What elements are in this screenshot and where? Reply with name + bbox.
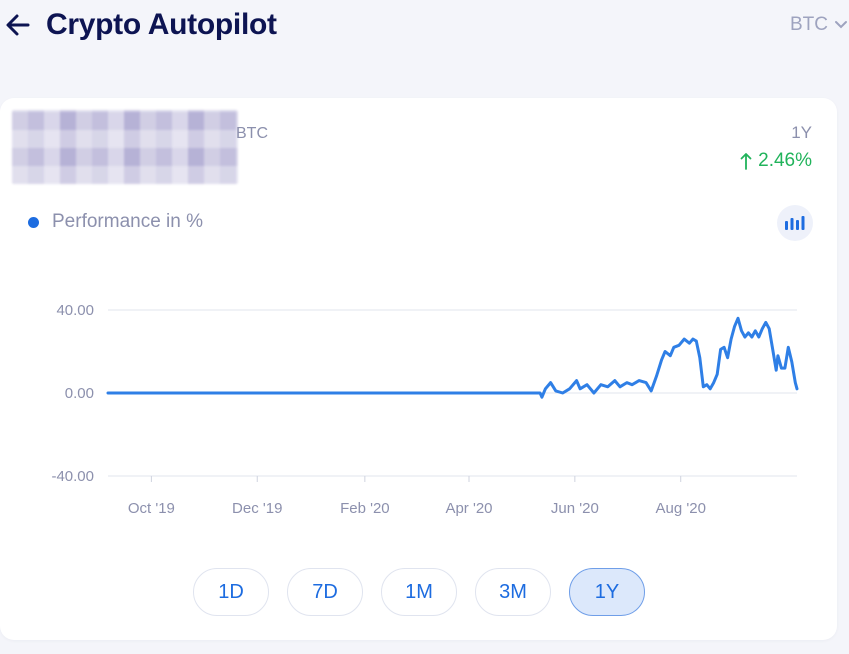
header: Crypto Autopilot BTC	[0, 0, 849, 56]
bar-chart-toggle[interactable]	[777, 205, 813, 241]
chevron-down-icon	[835, 21, 847, 29]
legend-dot	[28, 216, 39, 228]
change-value: 2.46%	[740, 150, 812, 172]
change-percent: 2.46%	[758, 150, 812, 171]
back-arrow-icon[interactable]	[4, 10, 32, 40]
performance-card	[0, 98, 837, 640]
chart-legend: Performance in %	[28, 211, 203, 233]
period-label: 1Y	[791, 123, 812, 142]
performance-line	[106, 316, 799, 399]
coin-label: BTC	[236, 125, 268, 142]
x-tick-label: Dec '19	[232, 500, 282, 517]
x-tick-label: Feb '20	[340, 500, 390, 517]
bar-chart-icon	[785, 216, 805, 230]
period-button-1d[interactable]: 1D	[193, 568, 269, 616]
x-tick-label: Aug '20	[656, 500, 706, 517]
period-selector: 1D 7D 1M 3M 1Y	[193, 568, 645, 616]
period-button-1m[interactable]: 1M	[381, 568, 457, 616]
performance-chart: 40.00 0.00 -40.00 Oct '19 Dec '19 Feb '20 Apr …	[51, 302, 799, 517]
x-tick-label: Apr '20	[445, 500, 492, 517]
x-tick-label: Jun '20	[551, 500, 599, 517]
coin-select[interactable]: BTC	[790, 14, 848, 36]
period-button-3m[interactable]: 3M	[475, 568, 551, 616]
y-tick-label: 40.00	[56, 302, 94, 319]
x-tick-label: Oct '19	[128, 500, 175, 517]
period-button-7d[interactable]: 7D	[287, 568, 363, 616]
arrow-up-icon	[740, 153, 752, 170]
y-tick-label: 0.00	[65, 385, 94, 402]
page-title: Crypto Autopilot	[46, 8, 277, 41]
period-button-1y[interactable]: 1Y	[569, 568, 645, 616]
y-tick-label: -40.00	[51, 468, 94, 485]
legend-label: Performance in %	[52, 211, 204, 232]
coin-select-label: BTC	[790, 14, 828, 35]
redacted-amount	[12, 110, 238, 184]
